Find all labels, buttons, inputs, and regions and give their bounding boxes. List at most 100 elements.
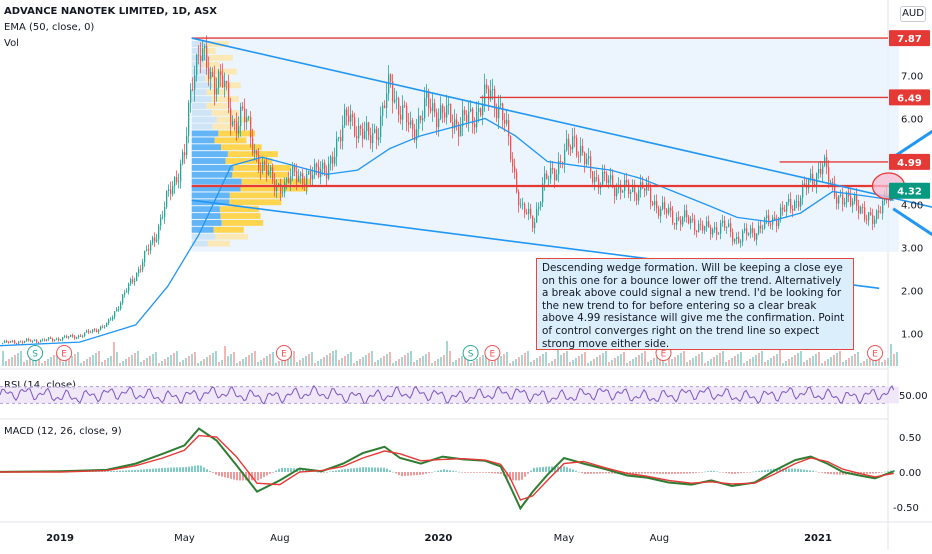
macd-histogram-bar <box>821 472 823 473</box>
volume-bar <box>338 360 340 366</box>
volume-bar <box>638 355 640 366</box>
candle-body <box>232 121 234 126</box>
candle-body <box>286 178 288 183</box>
candle-body <box>524 203 526 213</box>
macd-histogram-bar <box>203 467 205 472</box>
arrow-down-shaft[interactable] <box>892 207 932 248</box>
volume-bar <box>290 353 292 366</box>
candle-body <box>340 137 342 142</box>
volume-bar <box>140 362 142 366</box>
annotation-callout[interactable]: Descending wedge formation. Will be keep… <box>536 258 854 350</box>
candle-body <box>682 217 684 225</box>
candle-body <box>638 190 640 201</box>
volume-bar <box>701 352 703 366</box>
candle-body <box>394 99 396 103</box>
candle-body <box>282 192 284 194</box>
candle-body <box>684 210 686 218</box>
event-marker-earnings[interactable] <box>275 345 292 361</box>
volume-bar <box>557 345 559 366</box>
volume-bar <box>95 353 97 366</box>
volume-bar <box>746 361 748 366</box>
volume-bar <box>299 360 301 366</box>
currency-button[interactable]: AUD <box>900 6 926 22</box>
candle-body <box>834 183 836 198</box>
volume-bar <box>164 359 166 366</box>
event-marker-split[interactable] <box>27 345 44 361</box>
macd-histogram-bar <box>533 467 535 472</box>
candle-body <box>358 125 360 139</box>
candle-body <box>568 138 570 147</box>
volume-bar <box>188 356 190 366</box>
price-tick-label: 4.00 <box>901 201 923 212</box>
macd-histogram-bar <box>212 472 214 473</box>
volume-bar <box>209 355 211 366</box>
candle-body <box>186 135 188 156</box>
volume-bar <box>584 352 586 366</box>
candle-body <box>204 45 206 49</box>
candle-body <box>58 338 60 341</box>
event-marker-split[interactable] <box>462 345 479 361</box>
event-marker-earnings[interactable] <box>484 345 501 361</box>
candle-body <box>288 178 290 184</box>
macd-histogram-bar <box>482 472 484 473</box>
candle-body <box>184 152 186 156</box>
candle-body <box>432 103 434 112</box>
macd-histogram-bar <box>353 468 355 472</box>
macd-histogram-bar <box>785 468 787 472</box>
macd-histogram-bar <box>137 469 139 472</box>
volume-bar <box>482 355 484 366</box>
volume-bar <box>128 357 130 366</box>
macd-histogram-bar <box>833 472 835 475</box>
macd-histogram-bar <box>362 467 364 472</box>
candle-body <box>844 202 846 205</box>
candle-body <box>452 122 454 129</box>
candle-body <box>56 338 58 340</box>
candle-body <box>828 167 830 182</box>
volume-profile-bar-down <box>219 206 259 213</box>
macd-histogram-bar <box>674 472 676 474</box>
macd-tick-label: 0.00 <box>899 468 921 479</box>
candle-body <box>34 340 36 342</box>
candle-body <box>558 160 560 175</box>
macd-histogram-bar <box>422 472 424 475</box>
volume-bar <box>2 351 4 366</box>
event-marker-earnings[interactable] <box>56 345 73 361</box>
candle-body <box>338 137 340 139</box>
candle-body <box>458 124 460 137</box>
volume-bar <box>32 356 34 366</box>
volume-bar <box>812 356 814 366</box>
volume-bar <box>854 354 856 366</box>
macd-histogram-bar <box>323 472 325 473</box>
volume-bar <box>158 363 160 366</box>
event-marker-label: S <box>32 350 38 360</box>
volume-bar <box>599 355 601 366</box>
macd-histogram-bar <box>404 472 406 476</box>
candle-body <box>440 105 442 119</box>
rsi-tick-label: 50.00 <box>899 391 928 402</box>
candle-body <box>538 206 540 209</box>
candle-body <box>872 215 874 224</box>
candle-body <box>670 207 672 211</box>
arrow-up-shaft[interactable] <box>892 119 932 159</box>
volume-profile-bar-up <box>191 206 220 213</box>
candle-body <box>42 339 44 341</box>
candle-body <box>380 115 382 138</box>
volume-bar <box>152 354 154 366</box>
macd-histogram-bar <box>302 468 304 472</box>
trendline-upper[interactable] <box>191 37 932 224</box>
candle-body <box>716 227 718 235</box>
macd-histogram-bar <box>548 466 550 472</box>
volume-bar <box>149 356 151 366</box>
macd-histogram-bar <box>761 470 763 472</box>
candle-body <box>450 103 452 123</box>
candle-body <box>330 156 332 164</box>
volume-bar <box>218 362 220 366</box>
candle-body <box>12 341 14 342</box>
volume-bar <box>776 354 778 366</box>
candle-body <box>400 114 402 120</box>
volume-bar <box>44 361 46 366</box>
level-price-badge <box>889 30 930 47</box>
event-marker-earnings[interactable] <box>867 345 884 361</box>
volume-bar <box>806 360 808 366</box>
macd-histogram-bar <box>596 472 598 474</box>
